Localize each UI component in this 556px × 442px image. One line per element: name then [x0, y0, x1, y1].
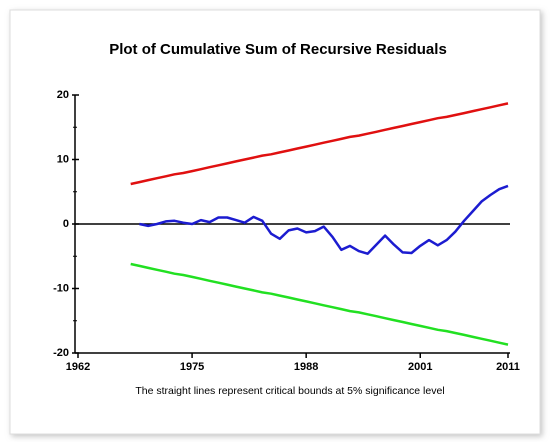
caption: The straight lines represent critical bo… — [135, 385, 444, 397]
y-tick-label: -10 — [53, 282, 69, 294]
series-line — [130, 102, 509, 186]
y-tick-label: 0 — [63, 218, 69, 230]
x-tick-label: 1962 — [66, 361, 90, 373]
x-tick-label: 1988 — [294, 361, 318, 373]
y-tick-label: 20 — [57, 89, 69, 101]
panel — [9, 9, 541, 435]
chart-title: Plot of Cumulative Sum of Recursive Resi… — [109, 41, 447, 58]
series-line — [139, 184, 509, 255]
x-tick-label: 2011 — [496, 361, 520, 373]
y-tick-label: -20 — [53, 347, 69, 359]
x-tick-label: 1975 — [180, 361, 204, 373]
y-tick-label: 10 — [57, 153, 69, 165]
series-line — [130, 262, 509, 346]
x-tick-label: 2001 — [408, 361, 432, 373]
